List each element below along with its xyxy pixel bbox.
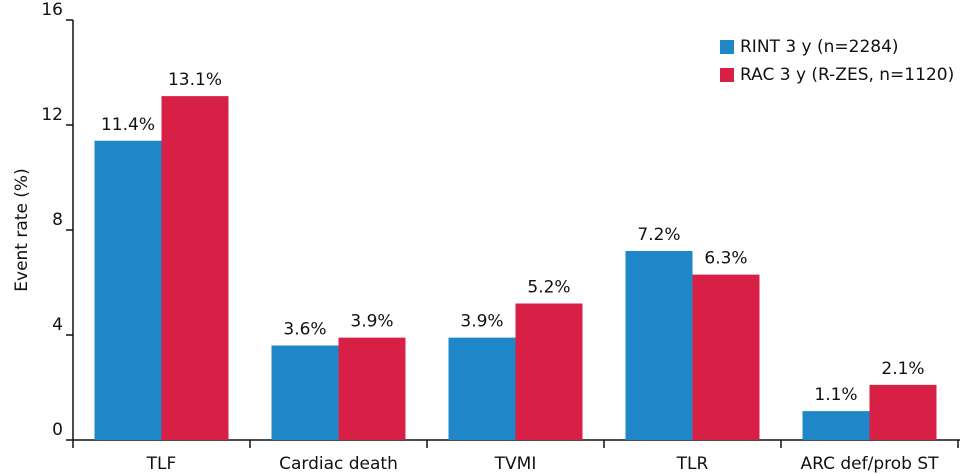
bar	[338, 337, 406, 440]
bar	[515, 303, 583, 440]
value-label: 13.1%	[168, 70, 222, 90]
value-label: 11.4%	[101, 115, 155, 135]
value-label: 5.2%	[527, 278, 570, 298]
value-label: 3.9%	[350, 312, 393, 332]
x-tick-label: ARC def/prob ST	[800, 454, 939, 474]
y-tick-label: 0	[52, 420, 63, 440]
legend-label: RINT 3 y (n=2284)	[740, 37, 899, 57]
bar	[802, 411, 870, 440]
legend-label: RAC 3 y (R-ZES, n=1120)	[740, 65, 954, 85]
x-tick-label: TLF	[146, 454, 177, 474]
x-tick-label: Cardiac death	[279, 454, 398, 474]
legend-swatch	[720, 68, 734, 82]
bar	[448, 337, 516, 440]
value-label: 2.1%	[881, 359, 924, 379]
bar	[692, 274, 760, 440]
y-tick-label: 12	[41, 105, 63, 125]
y-tick-label: 8	[52, 210, 63, 230]
value-label: 1.1%	[814, 385, 857, 405]
y-tick-label: 16	[41, 0, 63, 20]
value-label: 3.6%	[283, 320, 326, 340]
bar	[869, 384, 937, 440]
bar	[625, 251, 693, 440]
value-label: 6.3%	[704, 249, 747, 269]
x-tick-label: TLR	[676, 454, 709, 474]
bar	[161, 96, 229, 440]
y-axis-label: Event rate (%)	[12, 168, 32, 291]
bar	[271, 345, 339, 440]
value-label: 7.2%	[637, 225, 680, 245]
x-tick-label: TVMI	[494, 454, 537, 474]
y-tick-label: 4	[52, 315, 63, 335]
value-label: 3.9%	[460, 312, 503, 332]
bar	[94, 140, 162, 440]
legend-swatch	[720, 40, 734, 54]
